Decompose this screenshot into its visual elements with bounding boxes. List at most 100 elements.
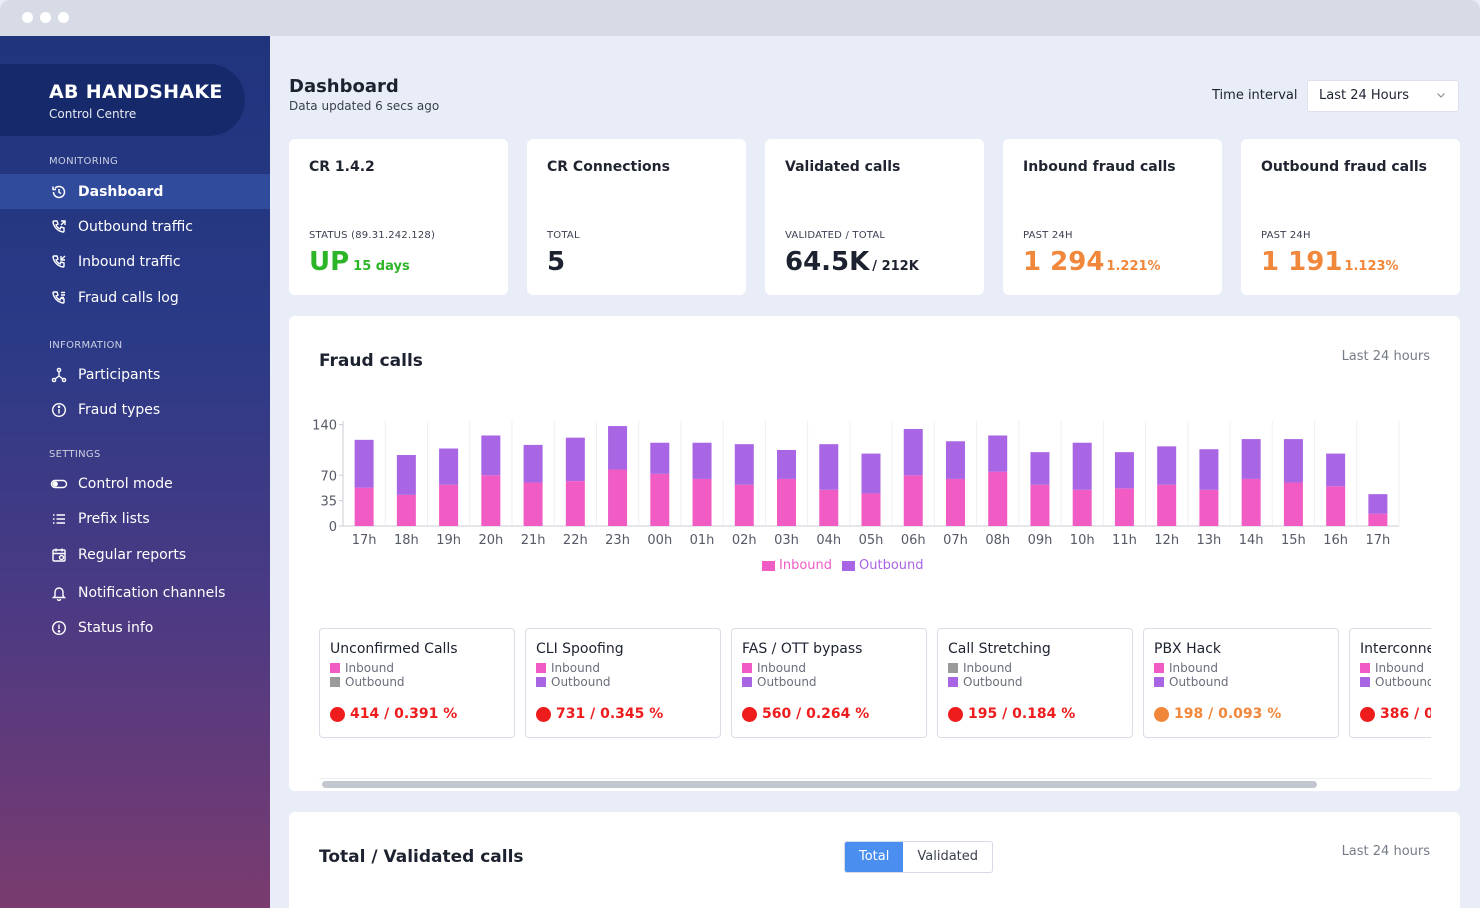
bar-outbound[interactable] xyxy=(1030,452,1050,485)
bar-inbound[interactable] xyxy=(523,482,543,526)
legend-swatch xyxy=(742,677,752,687)
bar-outbound[interactable] xyxy=(1157,446,1177,485)
bar-outbound[interactable] xyxy=(819,444,839,490)
toggle-total-button[interactable]: Total xyxy=(845,842,904,872)
bar-inbound[interactable] xyxy=(1157,484,1177,526)
time-interval-select[interactable]: Last 24 Hours xyxy=(1307,80,1459,112)
bar-outbound[interactable] xyxy=(396,455,416,495)
bar-outbound[interactable] xyxy=(481,435,501,476)
brand-subtitle: Control Centre xyxy=(49,107,137,121)
bar-outbound[interactable] xyxy=(1199,449,1219,490)
bar-outbound[interactable] xyxy=(523,444,543,483)
x-tick-label: 10h xyxy=(1070,533,1095,548)
legend-item-inbound[interactable]: Inbound xyxy=(762,558,832,573)
bar-outbound[interactable] xyxy=(692,442,712,479)
section-label-information: INFORMATION xyxy=(49,340,123,351)
stat-card-cr-status[interactable]: CR 1.4.2 STATUS (89.31.242.128) UP 15 day… xyxy=(289,139,508,295)
stat-value-main: 1 191 xyxy=(1261,247,1343,277)
bar-inbound[interactable] xyxy=(903,475,923,526)
window-maximize-dot[interactable] xyxy=(58,12,69,23)
legend-swatch xyxy=(948,677,958,687)
sidebar-item-fraud-calls-log[interactable]: Fraud calls log xyxy=(0,280,270,315)
bar-outbound[interactable] xyxy=(734,444,754,485)
x-tick-label: 04h xyxy=(816,533,841,548)
bar-inbound[interactable] xyxy=(354,487,374,526)
stat-card-cr-connections[interactable]: CR Connections TOTAL 5 xyxy=(527,139,746,295)
bar-outbound[interactable] xyxy=(1241,439,1261,479)
bar-inbound[interactable] xyxy=(1326,486,1346,526)
bar-outbound[interactable] xyxy=(988,435,1008,472)
sidebar-item-prefix-lists[interactable]: Prefix lists xyxy=(0,501,270,536)
bar-inbound[interactable] xyxy=(565,481,585,526)
bar-inbound[interactable] xyxy=(819,489,839,526)
bar-outbound[interactable] xyxy=(861,453,881,494)
sidebar-item-fraud-types[interactable]: Fraud types xyxy=(0,392,270,427)
legend-swatch xyxy=(1360,663,1370,673)
bar-outbound[interactable] xyxy=(608,426,628,470)
sidebar-item-notification-channels[interactable]: Notification channels xyxy=(0,575,270,610)
stat-card-outbound-fraud[interactable]: Outbound fraud calls PAST 24H 1 191 1.123… xyxy=(1241,139,1460,295)
bar-inbound[interactable] xyxy=(988,471,1008,526)
fraud-type-card[interactable]: CLI Spoofing Inbound Outbound 731 / 0.345 % xyxy=(525,628,721,738)
stat-value: 64.5K/ 212K xyxy=(785,247,919,277)
bar-outbound[interactable] xyxy=(650,442,670,474)
bar-outbound[interactable] xyxy=(777,449,797,479)
bar-outbound[interactable] xyxy=(945,441,965,479)
bar-outbound[interactable] xyxy=(565,437,585,482)
y-tick-label: 70 xyxy=(320,469,337,484)
bar-outbound[interactable] xyxy=(354,439,374,488)
sidebar-item-control-mode[interactable]: Control mode xyxy=(0,466,270,501)
phone-list-icon xyxy=(50,289,68,307)
bar-inbound[interactable] xyxy=(1199,489,1219,526)
stat-card-validated-calls[interactable]: Validated calls VALIDATED / TOTAL 64.5K /… xyxy=(765,139,984,295)
fraud-type-legend-outbound: Outbound xyxy=(536,675,611,689)
bar-inbound[interactable] xyxy=(861,493,881,526)
window-close-dot[interactable] xyxy=(22,12,33,23)
horizontal-scrollbar[interactable] xyxy=(319,778,1431,788)
bar-inbound[interactable] xyxy=(481,475,501,526)
sidebar-item-inbound-traffic[interactable]: Inbound traffic xyxy=(0,244,270,279)
bar-inbound[interactable] xyxy=(1368,513,1388,526)
bar-inbound[interactable] xyxy=(692,478,712,526)
bar-inbound[interactable] xyxy=(650,473,670,526)
bar-inbound[interactable] xyxy=(608,469,628,526)
bar-inbound[interactable] xyxy=(396,494,416,526)
bar-inbound[interactable] xyxy=(1072,489,1092,526)
sidebar-item-participants[interactable]: Participants xyxy=(0,357,270,392)
x-tick-label: 19h xyxy=(436,533,461,548)
scrollbar-thumb[interactable] xyxy=(322,781,1317,788)
bar-outbound[interactable] xyxy=(1114,452,1134,489)
bar-inbound[interactable] xyxy=(439,484,459,526)
legend-label: Inbound xyxy=(757,661,806,675)
sidebar-item-outbound-traffic[interactable]: Outbound traffic xyxy=(0,209,270,244)
bar-inbound[interactable] xyxy=(777,478,797,526)
sidebar-item-status-info[interactable]: Status info xyxy=(0,610,270,645)
legend-item-outbound[interactable]: Outbound xyxy=(842,558,924,573)
fraud-type-card[interactable]: FAS / OTT bypass Inbound Outbound 560 / 0.2… xyxy=(731,628,927,738)
bar-outbound[interactable] xyxy=(439,448,459,485)
sidebar-item-dashboard[interactable]: Dashboard xyxy=(0,174,270,209)
fraud-type-card[interactable]: PBX Hack Inbound Outbound 198 / 0.093 % xyxy=(1143,628,1339,738)
fraud-type-card[interactable]: Unconfirmed Calls Inbound Outbound 414 / 0.… xyxy=(319,628,515,738)
bar-inbound[interactable] xyxy=(945,478,965,526)
bar-inbound[interactable] xyxy=(1283,482,1303,526)
bar-inbound[interactable] xyxy=(1030,484,1050,526)
bar-outbound[interactable] xyxy=(903,428,923,476)
bar-outbound[interactable] xyxy=(1368,494,1388,514)
window-minimize-dot[interactable] xyxy=(40,12,51,23)
brand-logo[interactable]: AB HANDSHAKE Control Centre xyxy=(0,64,245,136)
bar-inbound[interactable] xyxy=(1241,478,1261,526)
bar-outbound[interactable] xyxy=(1283,439,1303,483)
card-hint: Last 24 hours xyxy=(1341,844,1430,859)
x-tick-label: 23h xyxy=(605,533,630,548)
sidebar-item-regular-reports[interactable]: Regular reports xyxy=(0,537,270,572)
toggle-validated-button[interactable]: Validated xyxy=(903,842,993,872)
stat-card-inbound-fraud[interactable]: Inbound fraud calls PAST 24H 1 294 1.221% xyxy=(1003,139,1222,295)
bar-inbound[interactable] xyxy=(734,484,754,526)
bar-outbound[interactable] xyxy=(1072,442,1092,490)
fraud-type-card[interactable]: Call Stretching Inbound Outbound 195 / 0.18… xyxy=(937,628,1133,738)
bar-outbound[interactable] xyxy=(1326,453,1346,487)
bar-inbound[interactable] xyxy=(1114,488,1134,526)
stat-value: UP 15 days xyxy=(309,247,410,277)
